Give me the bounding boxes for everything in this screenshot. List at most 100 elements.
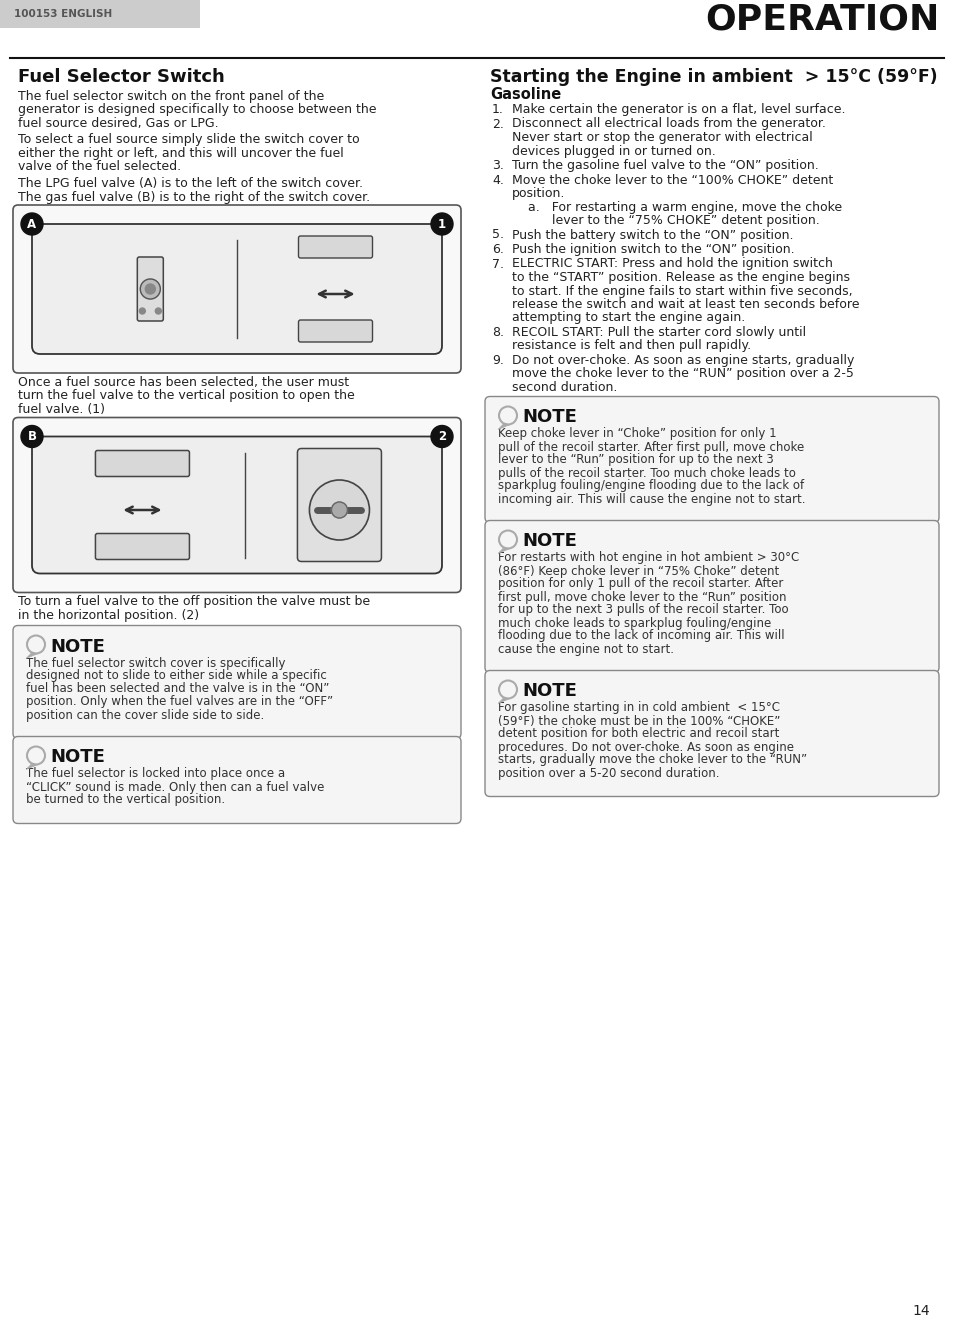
Circle shape <box>139 309 145 314</box>
Text: pull of the recoil starter. After first pull, move choke: pull of the recoil starter. After first … <box>497 440 803 454</box>
Text: 8.: 8. <box>492 326 503 340</box>
Text: move the choke lever to the “RUN” position over a 2-5: move the choke lever to the “RUN” positi… <box>512 368 853 381</box>
Text: pulls of the recoil starter. Too much choke leads to: pulls of the recoil starter. Too much ch… <box>497 467 795 479</box>
Text: OPERATION: OPERATION <box>705 1 939 36</box>
Circle shape <box>145 285 155 294</box>
Circle shape <box>431 425 453 447</box>
Text: 7.: 7. <box>492 258 503 271</box>
Text: Gasoline: Gasoline <box>490 87 560 102</box>
Text: ELECTRIC START: Press and hold the ignition switch: ELECTRIC START: Press and hold the ignit… <box>512 258 832 271</box>
Text: 2.: 2. <box>492 118 503 130</box>
FancyBboxPatch shape <box>13 417 460 593</box>
Text: The fuel selector is locked into place once a: The fuel selector is locked into place o… <box>26 768 285 781</box>
Text: NOTE: NOTE <box>50 749 105 766</box>
Text: Never start or stop the generator with electrical: Never start or stop the generator with e… <box>512 132 812 144</box>
Text: designed not to slide to either side while a specific: designed not to slide to either side whi… <box>26 670 327 683</box>
Text: For gasoline starting in in cold ambient  < 15°C: For gasoline starting in in cold ambient… <box>497 702 780 714</box>
FancyBboxPatch shape <box>32 436 441 573</box>
Text: 3.: 3. <box>492 158 503 172</box>
Text: a.   For restarting a warm engine, move the choke: a. For restarting a warm engine, move th… <box>512 200 841 213</box>
Text: turn the fuel valve to the vertical position to open the: turn the fuel valve to the vertical posi… <box>18 389 355 403</box>
Circle shape <box>140 279 160 299</box>
FancyBboxPatch shape <box>297 448 381 561</box>
Text: NOTE: NOTE <box>521 533 577 550</box>
FancyBboxPatch shape <box>484 671 938 797</box>
Text: position. Only when the fuel valves are in the “OFF”: position. Only when the fuel valves are … <box>26 695 333 709</box>
Text: incoming air. This will cause the engine not to start.: incoming air. This will cause the engine… <box>497 493 804 506</box>
Text: detent position for both electric and recoil start: detent position for both electric and re… <box>497 727 779 741</box>
Circle shape <box>155 309 161 314</box>
Text: Turn the gasoline fuel valve to the “ON” position.: Turn the gasoline fuel valve to the “ON”… <box>512 158 818 172</box>
Text: “CLICK” sound is made. Only then can a fuel valve: “CLICK” sound is made. Only then can a f… <box>26 781 324 793</box>
Text: resistance is felt and then pull rapidly.: resistance is felt and then pull rapidly… <box>512 340 750 353</box>
Text: The LPG fuel valve (A) is to the left of the switch cover.: The LPG fuel valve (A) is to the left of… <box>18 177 363 191</box>
Text: Do not over-choke. As soon as engine starts, gradually: Do not over-choke. As soon as engine sta… <box>512 354 854 366</box>
FancyBboxPatch shape <box>484 521 938 672</box>
Text: The gas fuel valve (B) is to the right of the switch cover.: The gas fuel valve (B) is to the right o… <box>18 191 370 204</box>
Text: The fuel selector switch cover is specifically: The fuel selector switch cover is specif… <box>26 656 285 670</box>
Text: (86°F) Keep choke lever in “75% Choke” detent: (86°F) Keep choke lever in “75% Choke” d… <box>497 565 779 577</box>
FancyBboxPatch shape <box>484 396 938 522</box>
Text: be turned to the vertical position.: be turned to the vertical position. <box>26 793 225 807</box>
FancyBboxPatch shape <box>95 534 190 560</box>
Text: To select a fuel source simply slide the switch cover to: To select a fuel source simply slide the… <box>18 133 359 146</box>
Text: 1: 1 <box>437 217 446 231</box>
Text: fuel source desired, Gas or LPG.: fuel source desired, Gas or LPG. <box>18 117 218 130</box>
FancyBboxPatch shape <box>13 625 460 738</box>
Text: RECOIL START: Pull the starter cord slowly until: RECOIL START: Pull the starter cord slow… <box>512 326 805 340</box>
Text: Disconnect all electrical loads from the generator.: Disconnect all electrical loads from the… <box>512 118 825 130</box>
Circle shape <box>431 213 453 235</box>
Text: release the switch and wait at least ten seconds before: release the switch and wait at least ten… <box>512 298 859 311</box>
Text: For restarts with hot engine in hot ambient > 30°C: For restarts with hot engine in hot ambi… <box>497 552 799 565</box>
Text: sparkplug fouling/engine flooding due to the lack of: sparkplug fouling/engine flooding due to… <box>497 479 803 493</box>
Circle shape <box>21 425 43 447</box>
Text: 4.: 4. <box>492 173 503 187</box>
Text: flooding due to the lack of incoming air. This will: flooding due to the lack of incoming air… <box>497 629 783 643</box>
FancyBboxPatch shape <box>0 0 200 28</box>
Text: 14: 14 <box>911 1304 929 1318</box>
Text: Push the ignition switch to the “ON” position.: Push the ignition switch to the “ON” pos… <box>512 243 794 256</box>
FancyBboxPatch shape <box>32 224 441 354</box>
Text: (59°F) the choke must be in the 100% “CHOKE”: (59°F) the choke must be in the 100% “CH… <box>497 714 780 727</box>
FancyBboxPatch shape <box>298 236 372 258</box>
FancyBboxPatch shape <box>13 205 460 373</box>
PathPatch shape <box>497 698 510 703</box>
Text: fuel valve. (1): fuel valve. (1) <box>18 403 105 416</box>
Text: NOTE: NOTE <box>521 683 577 701</box>
Text: The fuel selector switch on the front panel of the: The fuel selector switch on the front pa… <box>18 90 324 103</box>
Text: position.: position. <box>512 187 565 200</box>
Text: generator is designed specifically to choose between the: generator is designed specifically to ch… <box>18 103 376 117</box>
FancyBboxPatch shape <box>95 451 190 476</box>
PathPatch shape <box>26 652 38 659</box>
Text: to start. If the engine fails to start within five seconds,: to start. If the engine fails to start w… <box>512 285 852 298</box>
FancyBboxPatch shape <box>298 319 372 342</box>
PathPatch shape <box>26 764 38 769</box>
Text: Make certain the generator is on a flat, level surface.: Make certain the generator is on a flat,… <box>512 103 844 115</box>
Text: Keep choke lever in “Choke” position for only 1: Keep choke lever in “Choke” position for… <box>497 428 776 440</box>
Text: 6.: 6. <box>492 243 503 256</box>
Text: NOTE: NOTE <box>50 637 105 655</box>
Text: position can the cover slide side to side.: position can the cover slide side to sid… <box>26 709 264 722</box>
Text: either the right or left, and this will uncover the fuel: either the right or left, and this will … <box>18 148 343 160</box>
Text: starts, gradually move the choke lever to the “RUN”: starts, gradually move the choke lever t… <box>497 753 806 766</box>
Text: 9.: 9. <box>492 354 503 366</box>
Text: attempting to start the engine again.: attempting to start the engine again. <box>512 311 744 325</box>
Text: lever to the “75% CHOKE” detent position.: lever to the “75% CHOKE” detent position… <box>512 213 819 227</box>
Text: NOTE: NOTE <box>521 408 577 427</box>
Text: devices plugged in or turned on.: devices plugged in or turned on. <box>512 145 715 157</box>
Text: Move the choke lever to the “100% CHOKE” detent: Move the choke lever to the “100% CHOKE”… <box>512 173 832 187</box>
Text: procedures. Do not over-choke. As soon as engine: procedures. Do not over-choke. As soon a… <box>497 741 793 753</box>
Text: B: B <box>28 429 36 443</box>
Text: second duration.: second duration. <box>512 381 617 395</box>
Text: position over a 5-20 second duration.: position over a 5-20 second duration. <box>497 766 719 780</box>
FancyBboxPatch shape <box>13 737 460 824</box>
Text: Fuel Selector Switch: Fuel Selector Switch <box>18 68 225 86</box>
Circle shape <box>331 502 347 518</box>
Text: Push the battery switch to the “ON” position.: Push the battery switch to the “ON” posi… <box>512 228 793 242</box>
Text: in the horizontal position. (2): in the horizontal position. (2) <box>18 609 199 621</box>
Text: lever to the “Run” position for up to the next 3: lever to the “Run” position for up to th… <box>497 454 773 467</box>
Text: 2: 2 <box>437 429 446 443</box>
Text: to the “START” position. Release as the engine begins: to the “START” position. Release as the … <box>512 271 849 285</box>
Text: Once a fuel source has been selected, the user must: Once a fuel source has been selected, th… <box>18 376 349 389</box>
Circle shape <box>21 213 43 235</box>
